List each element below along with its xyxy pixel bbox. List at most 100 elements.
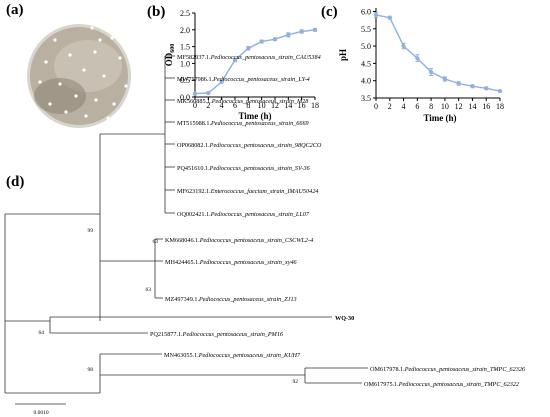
bootstrap-value: 92 [293,379,299,385]
data-point [415,56,420,61]
data-point [484,86,489,91]
leaf-sep: . [397,381,399,388]
x-tick-label: 8 [429,102,433,111]
leaf-sep: . [197,352,199,359]
series-line [375,14,501,92]
x-tick-label: 12 [455,102,463,111]
tree-leaf-label: MF623192.1.Enterococcus_faecium_strain_I… [177,188,318,195]
data-point [373,12,379,18]
plate-glare [54,40,122,92]
x-tick-label: 16 [298,101,306,110]
x-tick-label: 0 [374,102,378,111]
colony [53,38,57,42]
y-tick-label: 5.0 [361,42,371,51]
x-tick-label: 4 [402,102,406,111]
leaf-accession: PQ215877.1 [150,331,181,338]
bootstrap-value: 64 [39,330,45,336]
colony [48,102,52,106]
leaf-sep: . [198,259,200,266]
leaf-accession: MF623192.1 [177,188,209,195]
colony [90,26,94,30]
leaf-sep: . [209,188,211,195]
tree-leaf-label: OM617978.1.Pediococcus_pentosaceus_strai… [370,366,526,373]
data-point [387,15,392,20]
y-tick-label: 2.5 [180,9,190,18]
tree-leaf-label: MT515988.1.Pediococcus_pentosaceus_strai… [177,120,309,127]
leaf-name: Pediococcus_pentosaceus_strain_SV-36 [209,165,311,172]
colony [64,110,68,114]
data-point [312,27,318,32]
data-point [456,81,461,86]
panel-label-c: (c) [321,4,338,20]
colony [74,94,78,98]
tree-leaf-label: MN463055.1.Pediococcus_pentosaceus_strai… [164,352,301,359]
leaf-name: Pediococcus_pentosaceus_strain_xy46 [199,259,298,266]
plate-shadow [34,78,86,114]
leaf-name: Pediococcus_pentosaceus_strain_KUH7 [198,352,301,359]
colony [102,74,106,78]
leaf-name: Pediococcus_pentosaceus_strain_PM16 [182,331,284,338]
phylogenetic-tree [4,55,368,405]
data-point [272,37,278,42]
leaf-sep: . [212,76,214,83]
leaf-sep: . [403,366,405,373]
bootstrap-labels: 63 99 63 64 98 92 [39,228,299,385]
ph-x-axis-label: Time (h) [423,113,456,123]
x-tick-label: 12 [271,101,279,110]
leaf-accession: MK560885.1 [177,98,210,105]
bootstrap-value: 98 [88,367,94,373]
tree-leaf-label: MW757986.1.Pediococcus_pentosaceus_strai… [177,76,310,83]
x-tick-label: 10 [441,102,449,111]
leaf-sep: . [209,120,211,127]
series-line [194,29,316,95]
leaf-name: Pediococcus_pentosaceus_strain_98QC2CO [209,142,322,149]
y-tick-label: 4.0 [361,77,371,86]
tree-leaf-label: OP068082.1.Pediococcus_pentosaceus_strai… [177,142,322,149]
colony [38,80,42,84]
tree-leaf-label: MK560885.1.Pediococcus_pentosaceus_strai… [177,98,309,105]
y-tick-label: 5.5 [361,25,371,34]
x-tick-label: 14 [468,102,476,111]
leaf-sep: . [208,165,210,172]
tree-leaf-label: PQ451610.1.Pediococcus_pentosaceus_strai… [177,165,311,172]
colony [93,50,97,54]
colony [124,84,128,88]
leaf-sep: . [197,296,199,303]
tree-labels: MF582937.1.Pediococcus_pentosaceus_strai… [150,54,526,388]
data-point [259,39,264,44]
colony [44,60,48,64]
x-tick-label: 2 [206,101,210,110]
leaf-name: Pediococcus_pentosaceus_strain_6669 [210,120,309,127]
leaf-sep: . [198,237,200,244]
colony [110,36,114,40]
tree-leaf-label: OM617975.1.Pediococcus_pentosaceus_strai… [364,381,519,388]
data-point [219,79,224,84]
leaf-sep: . [210,98,212,105]
y-tick-label: 4.5 [361,59,371,68]
leaf-name: Pediococcus_pentosaceus_strain_CAU5384 [210,54,321,61]
x-tick-label: 10 [258,101,266,110]
x-tick-label: 6 [415,102,419,111]
leaf-accession: OP068082.1 [177,142,208,149]
leaf-accession: OQ002421.1 [177,211,209,218]
data-point [497,88,503,94]
colony [98,38,102,42]
data-point [299,29,304,34]
x-tick-label: 0 [193,101,197,110]
x-tick-label: 4 [220,101,224,110]
y-tick-label: 0.5 [180,76,190,85]
tree-leaf-label: MF582937.1.Pediococcus_pentosaceus_strai… [177,54,321,61]
panel-label-a: (a) [6,2,24,18]
leaf-name: Pediococcus_pentosaceus_strain_CSCWL2-4 [199,237,313,244]
y-tick-label: 1.0 [180,59,190,68]
bootstrap-value: 63 [146,287,152,293]
leaf-accession: MH424465.1 [165,259,198,266]
data-point [470,84,475,89]
tree-leaf-label: KM668046.1.Pediococcus_pentosaceus_strai… [165,237,313,244]
x-tick-label: 14 [284,101,292,110]
data-point [442,76,447,82]
tree-leaf-label: MH424465.1.Pediococcus_pentosaceus_strai… [165,259,298,266]
data-point [429,69,434,75]
leaf-accession: KM668046.1 [165,237,198,244]
